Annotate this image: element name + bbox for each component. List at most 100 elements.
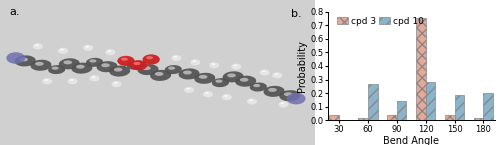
Ellipse shape (224, 95, 228, 97)
Ellipse shape (250, 83, 267, 91)
Ellipse shape (260, 69, 270, 76)
Ellipse shape (150, 70, 171, 81)
Ellipse shape (118, 56, 134, 66)
Ellipse shape (96, 61, 117, 72)
Ellipse shape (280, 102, 284, 104)
Ellipse shape (20, 57, 28, 61)
Ellipse shape (35, 44, 38, 46)
Ellipse shape (284, 92, 292, 96)
Ellipse shape (127, 61, 144, 70)
Ellipse shape (130, 62, 138, 65)
Ellipse shape (212, 63, 215, 65)
Ellipse shape (130, 60, 148, 70)
Ellipse shape (70, 79, 73, 81)
Ellipse shape (108, 50, 111, 52)
Ellipse shape (272, 72, 282, 78)
Text: a.: a. (10, 7, 20, 17)
Ellipse shape (199, 75, 207, 79)
Ellipse shape (90, 75, 100, 81)
Ellipse shape (205, 92, 209, 94)
Ellipse shape (184, 87, 194, 93)
Ellipse shape (222, 94, 232, 100)
Ellipse shape (249, 99, 253, 101)
Bar (416, 18, 426, 120)
Ellipse shape (234, 65, 237, 66)
Ellipse shape (101, 63, 110, 67)
Ellipse shape (247, 98, 257, 105)
Ellipse shape (262, 70, 266, 72)
Ellipse shape (86, 46, 89, 48)
Ellipse shape (178, 68, 200, 79)
Ellipse shape (72, 63, 92, 74)
Ellipse shape (48, 65, 66, 74)
Ellipse shape (183, 70, 192, 75)
Ellipse shape (286, 93, 306, 104)
Bar (368, 84, 378, 120)
Ellipse shape (222, 71, 244, 82)
Ellipse shape (194, 73, 216, 84)
Ellipse shape (60, 49, 64, 50)
Bar (358, 118, 368, 120)
Ellipse shape (192, 60, 196, 62)
Bar (454, 95, 464, 120)
Ellipse shape (6, 52, 25, 64)
X-axis label: Bend Angle: Bend Angle (384, 136, 440, 145)
Bar (387, 115, 397, 120)
Ellipse shape (76, 65, 84, 69)
Bar (426, 82, 436, 120)
Ellipse shape (154, 72, 164, 76)
Ellipse shape (212, 78, 229, 87)
Y-axis label: Probability: Probability (298, 40, 308, 92)
Bar (330, 115, 339, 120)
Ellipse shape (174, 56, 178, 58)
Ellipse shape (172, 55, 181, 61)
Ellipse shape (92, 76, 96, 78)
Ellipse shape (86, 58, 103, 67)
Ellipse shape (68, 78, 78, 84)
Ellipse shape (59, 58, 80, 69)
Ellipse shape (64, 60, 72, 64)
Ellipse shape (35, 62, 43, 66)
Ellipse shape (58, 48, 68, 54)
Ellipse shape (44, 79, 48, 81)
Ellipse shape (164, 65, 182, 74)
Ellipse shape (209, 62, 219, 68)
Ellipse shape (216, 80, 222, 83)
Ellipse shape (280, 90, 300, 101)
Text: b.: b. (290, 9, 302, 19)
Ellipse shape (142, 54, 160, 65)
Ellipse shape (134, 62, 140, 65)
Bar (474, 118, 484, 120)
Ellipse shape (190, 59, 200, 65)
Ellipse shape (105, 49, 116, 55)
Ellipse shape (203, 91, 213, 97)
Ellipse shape (109, 66, 130, 77)
Ellipse shape (112, 81, 122, 87)
Ellipse shape (30, 60, 52, 71)
Bar (445, 115, 454, 120)
Ellipse shape (90, 59, 96, 62)
Ellipse shape (268, 88, 277, 92)
Bar (484, 93, 493, 120)
Ellipse shape (14, 55, 36, 66)
Ellipse shape (253, 84, 260, 87)
Ellipse shape (240, 78, 248, 82)
Ellipse shape (52, 67, 59, 70)
Ellipse shape (138, 64, 158, 75)
Ellipse shape (274, 73, 278, 75)
Ellipse shape (83, 45, 93, 51)
Ellipse shape (264, 86, 284, 97)
Bar (397, 101, 406, 120)
Ellipse shape (278, 101, 288, 107)
Ellipse shape (121, 58, 128, 61)
Ellipse shape (231, 64, 241, 70)
Ellipse shape (146, 56, 153, 59)
Ellipse shape (33, 43, 43, 49)
Ellipse shape (227, 73, 236, 77)
Ellipse shape (142, 66, 151, 70)
Ellipse shape (168, 67, 175, 70)
Ellipse shape (42, 78, 52, 84)
Ellipse shape (114, 68, 122, 72)
Ellipse shape (114, 82, 117, 84)
Legend: cpd 3, cpd 10: cpd 3, cpd 10 (336, 15, 426, 28)
